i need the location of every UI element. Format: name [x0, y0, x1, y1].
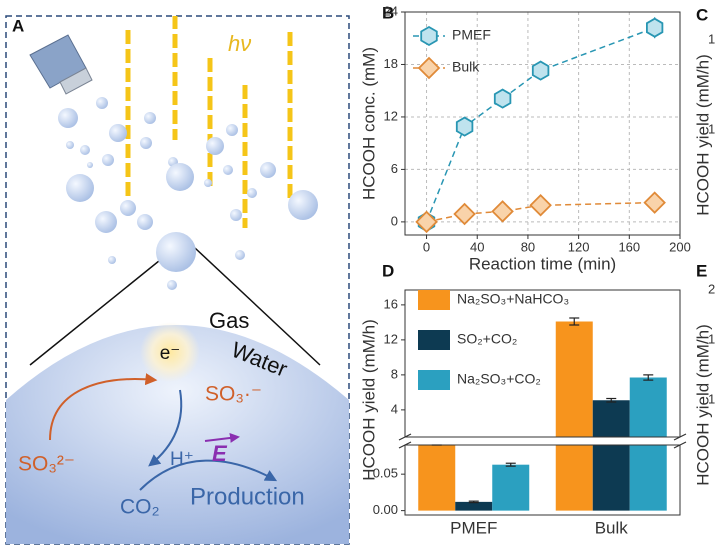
- panel-a: A hν Gas Water e⁻ SO₃·⁻ SO₃²⁻ H⁺ E CO₂ P…: [5, 15, 350, 545]
- x-tick-label: PMEF: [450, 518, 497, 537]
- panel-label: E: [696, 261, 707, 280]
- bar: [555, 321, 593, 437]
- light-source: [29, 34, 93, 95]
- legend-swatch: [418, 290, 450, 310]
- y-tick-label: 1: [708, 121, 715, 136]
- illustration: [6, 16, 349, 544]
- proton-label: H⁺: [170, 449, 194, 470]
- radical-label: SO₃·⁻: [205, 383, 262, 406]
- bar: [555, 445, 593, 511]
- legend-label: Bulk: [452, 59, 480, 75]
- axis-break-mark: [673, 433, 687, 441]
- axis-break-mark: [398, 433, 412, 441]
- bar: [418, 445, 456, 511]
- axis-break-mark: [673, 441, 687, 449]
- y-tick-label: 12: [384, 108, 398, 123]
- y-tick-label: 8: [391, 366, 398, 381]
- bar: [592, 445, 630, 511]
- y-tick-label: 0.00: [373, 502, 398, 517]
- y-tick-label: 24: [384, 3, 398, 18]
- sulfite-label: SO₃²⁻: [18, 453, 75, 476]
- zoom-line: [194, 247, 321, 366]
- y-tick-label: 1: [708, 391, 715, 406]
- y-tick-label: 6: [391, 161, 398, 176]
- x-tick-label: 80: [521, 239, 535, 254]
- data-point: [453, 202, 476, 226]
- zoom-line: [29, 247, 176, 366]
- axis-break-gap: [404, 437, 681, 445]
- legend-marker: [417, 56, 441, 80]
- bar: [492, 464, 530, 511]
- y-tick-label: 16: [384, 296, 398, 311]
- legend-label: SO₂+CO₂: [457, 331, 517, 347]
- production-arrow: [139, 459, 278, 491]
- reduction-arrow: [148, 389, 183, 467]
- legend-label: PMEF: [452, 27, 491, 43]
- y-tick-label: 12: [384, 331, 398, 346]
- y-tick-label: 18: [384, 56, 398, 71]
- cropped-panels: C HCOOH yield (mM/h) 1 1 E HCOOH yield (…: [693, 5, 715, 485]
- y-tick-label: 0.05: [373, 466, 398, 481]
- plot-frame: [404, 289, 681, 438]
- plot-frame: [404, 444, 681, 516]
- data-point: [529, 193, 552, 217]
- bar: [455, 501, 493, 511]
- y-axis-label: HCOOH yield (mM/h): [359, 319, 378, 481]
- light-label: hν: [228, 31, 251, 56]
- legend-swatch: [418, 370, 450, 390]
- y-axis-label: HCOOH yield (mM/h): [693, 324, 712, 486]
- y-axis-label: HCOOH conc. (mM): [359, 47, 378, 200]
- data-point: [415, 210, 438, 234]
- y-tick-label: 4: [391, 401, 398, 416]
- x-axis-label: Reaction time (min): [469, 254, 616, 273]
- data-point: [531, 60, 550, 81]
- product-label: Production: [190, 483, 305, 510]
- data-point: [491, 200, 514, 223]
- field-arrow: [204, 432, 240, 443]
- y-axis-label: HCOOH yield (mM/h): [693, 54, 712, 216]
- water-dome: [6, 325, 349, 544]
- y-tick-label: 1: [708, 31, 715, 46]
- light-beams: [125, 16, 293, 228]
- y-tick-label: 1: [708, 331, 715, 346]
- bar: [629, 445, 667, 511]
- bar: [592, 400, 630, 437]
- x-tick-label: 120: [568, 239, 590, 254]
- y-tick-label: 0: [391, 213, 398, 228]
- co2-label: CO₂: [120, 496, 160, 519]
- x-tick-label: 160: [618, 239, 640, 254]
- data-point: [455, 116, 474, 137]
- axis-break-mark: [398, 441, 412, 449]
- gas-label: Gas: [209, 308, 249, 333]
- panel-label: C: [696, 5, 708, 24]
- bubbles: [58, 97, 318, 290]
- data-point: [493, 88, 512, 109]
- x-tick-label: Bulk: [595, 518, 629, 537]
- x-tick-label: 40: [470, 239, 484, 254]
- x-tick-label: 0: [423, 239, 430, 254]
- oxidation-arrow: [49, 373, 158, 441]
- data-point: [643, 191, 666, 214]
- y-tick-label: 2: [708, 281, 715, 296]
- charts: B 0 40 80 120 160 200 0 6 12 18 24 Reaction time (mi…: [359, 3, 690, 537]
- panel-label: D: [382, 261, 394, 280]
- series-line: [426, 201, 655, 223]
- electron-glow: [140, 322, 200, 382]
- panel-label: B: [382, 3, 394, 22]
- plot-frame: [404, 11, 681, 236]
- bar: [629, 377, 667, 437]
- panel-label: A: [12, 16, 24, 35]
- legend-swatch: [418, 330, 450, 350]
- legend-label: Na₂SO₃+CO₂: [457, 371, 541, 387]
- legend-label: Na₂SO₃+NaHCO₃: [457, 291, 569, 307]
- legend-marker: [420, 25, 438, 47]
- data-point: [646, 17, 664, 38]
- field-label: E: [212, 441, 228, 466]
- electron-label: e⁻: [160, 343, 181, 364]
- x-tick-label: 200: [669, 239, 691, 254]
